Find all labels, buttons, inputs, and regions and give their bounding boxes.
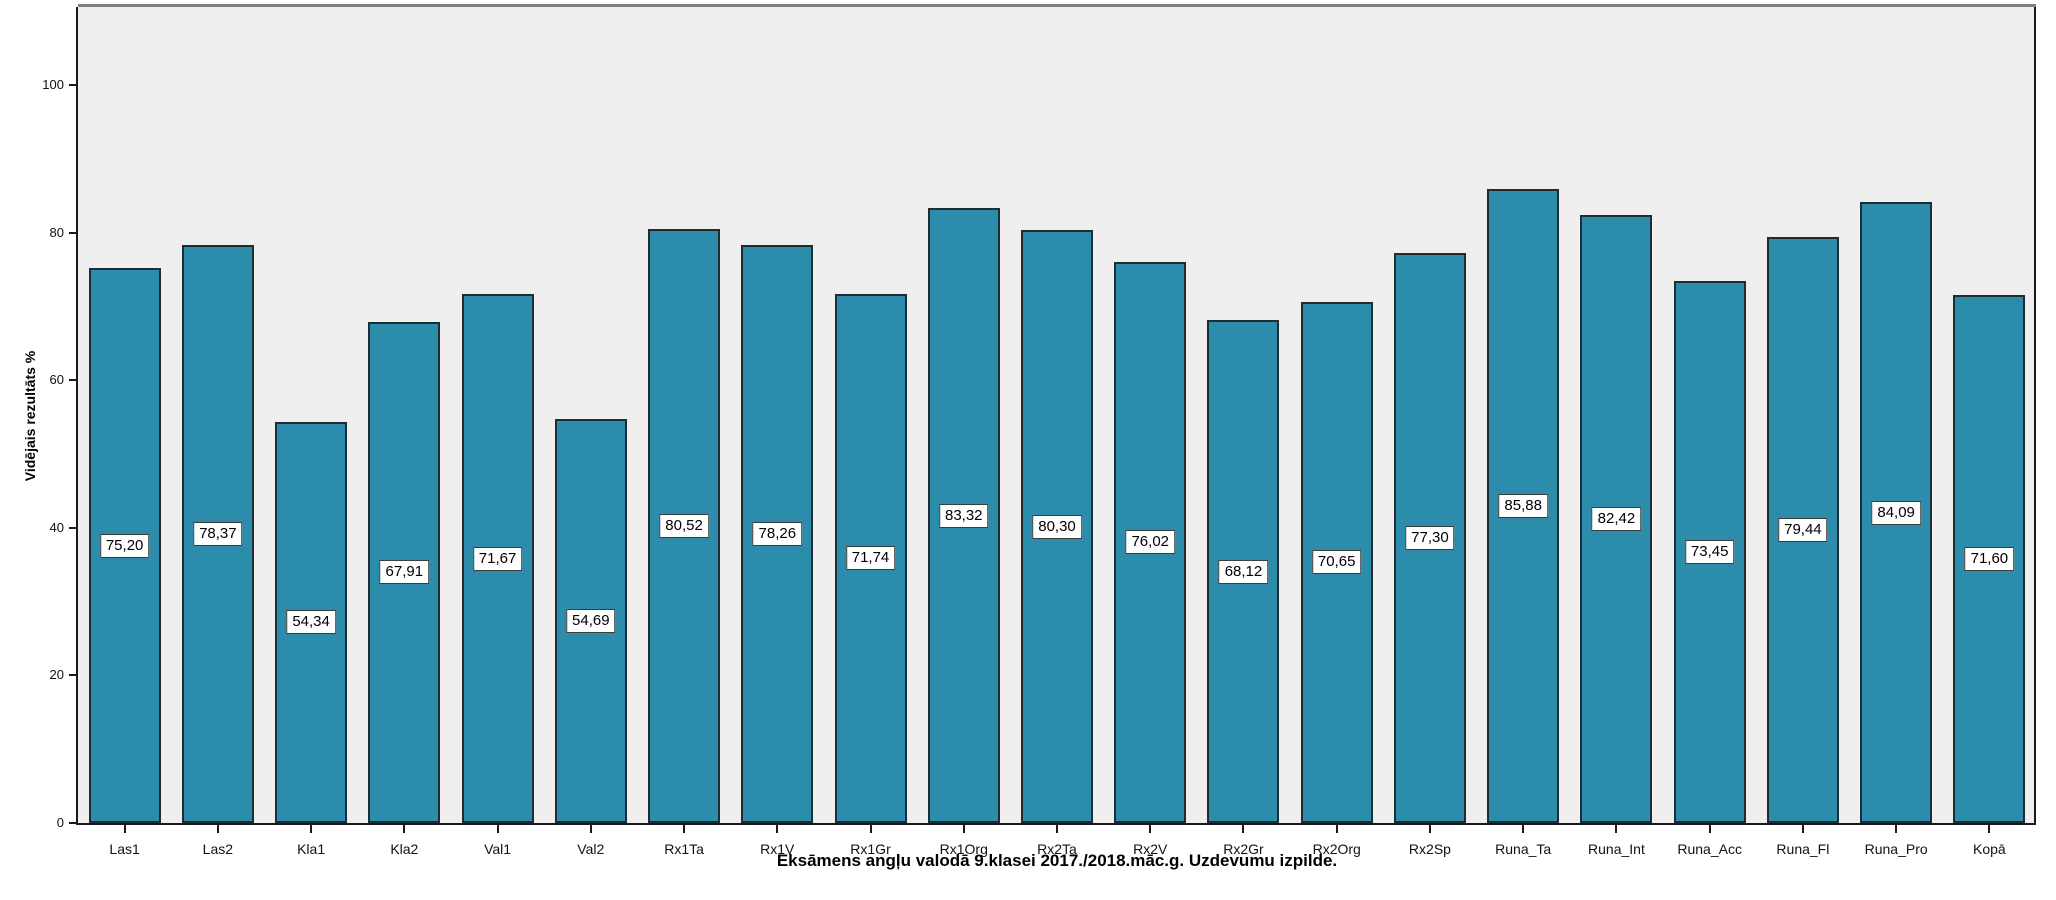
bar-value-label: 82,42 xyxy=(1591,506,1642,531)
y-tick-mark xyxy=(69,526,77,529)
y-tick-label: 80 xyxy=(49,224,64,240)
x-tick-label: Runa_Pro xyxy=(1864,841,1928,857)
x-tick-label: Runa_Acc xyxy=(1677,841,1742,857)
x-tick-mark xyxy=(310,825,313,833)
y-tick-label: 20 xyxy=(49,667,64,683)
x-tick-mark xyxy=(216,825,219,833)
bar-value-label: 84,09 xyxy=(1871,500,1921,525)
x-tick-mark xyxy=(1428,825,1431,833)
bar-value-label: 78,37 xyxy=(193,521,243,546)
x-tick-mark xyxy=(589,825,592,833)
x-tick-label: Rx2V xyxy=(1133,841,1168,857)
y-tick-label: 0 xyxy=(56,815,64,830)
x-tick-label: Las2 xyxy=(202,841,234,857)
x-tick-mark xyxy=(1988,825,1991,833)
x-tick-label: Runa_Fl xyxy=(1776,841,1830,857)
x-tick-mark xyxy=(1708,825,1711,833)
x-tick-mark xyxy=(1335,825,1338,833)
bar-value-label: 71,67 xyxy=(472,546,523,571)
x-tick-mark xyxy=(403,825,406,833)
y-tick-label: 40 xyxy=(49,519,64,535)
plot-right-border xyxy=(2034,7,2036,825)
x-tick-mark xyxy=(1522,825,1525,833)
y-tick-mark xyxy=(69,231,77,234)
bar-value-label: 80,52 xyxy=(659,513,709,538)
x-tick-label: Rx1Gr xyxy=(850,841,891,857)
bar-value-label: 67,91 xyxy=(379,560,430,585)
bar-value-label: 70,65 xyxy=(1311,550,1362,575)
y-tick-mark xyxy=(69,822,77,824)
bar-value-label: 80,30 xyxy=(1032,514,1082,539)
x-tick-label: Rx1Org xyxy=(939,841,988,857)
x-tick-mark xyxy=(1056,825,1058,833)
bar-value-label: 79,44 xyxy=(1778,517,1828,542)
x-tick-label: Val1 xyxy=(484,841,512,857)
y-tick-mark xyxy=(69,674,77,677)
x-tick-label: Rx1V xyxy=(760,841,795,857)
chart-title: Eksāmens angļu valodā 9.klasei 2017./201… xyxy=(776,851,1338,870)
x-tick-label: Rx2Ta xyxy=(1037,841,1077,857)
x-tick-label: Rx1Ta xyxy=(664,841,704,857)
x-tick-label: Kla2 xyxy=(390,841,419,857)
y-tick-label: 60 xyxy=(49,372,64,388)
y-tick-mark xyxy=(69,379,77,382)
x-tick-mark xyxy=(962,825,965,833)
bar-value-label: 83,32 xyxy=(938,503,989,528)
x-tick-label: Rx2Org xyxy=(1312,841,1361,857)
x-tick-label: Val2 xyxy=(577,841,605,857)
bar-value-label: 73,45 xyxy=(1684,539,1735,564)
x-tick-label: Runa_Int xyxy=(1588,841,1645,857)
bar-value-label: 71,74 xyxy=(845,546,896,571)
bar-value-label: 54,69 xyxy=(566,609,616,634)
x-tick-mark xyxy=(1801,825,1804,833)
x-tick-label: Runa_Ta xyxy=(1495,841,1552,857)
x-tick-label: Rx2Gr xyxy=(1223,841,1264,857)
bar-value-label: 71,60 xyxy=(1964,546,2015,571)
bar-value-label: 75,20 xyxy=(99,533,150,558)
bar-value-label: 78,26 xyxy=(752,522,803,547)
y-axis-line xyxy=(76,7,78,825)
bar-value-label: 54,34 xyxy=(286,610,336,635)
x-tick-mark xyxy=(1149,825,1152,833)
plot-top-border xyxy=(78,4,2036,7)
x-tick-mark xyxy=(1895,825,1898,833)
y-tick-label: 100 xyxy=(42,77,64,92)
x-tick-mark xyxy=(1242,825,1245,833)
bar-value-label: 85,88 xyxy=(1498,494,1548,519)
x-tick-label: Kla1 xyxy=(297,841,326,857)
x-tick-mark xyxy=(776,825,779,833)
x-tick-mark xyxy=(683,825,686,833)
x-tick-label: Rx2Sp xyxy=(1408,841,1451,857)
x-tick-mark xyxy=(123,825,126,833)
y-tick-mark xyxy=(69,84,77,86)
bar-value-label: 77,30 xyxy=(1405,525,1455,550)
x-tick-mark xyxy=(869,825,872,833)
x-tick-label: Las1 xyxy=(109,841,140,857)
x-tick-mark xyxy=(496,825,499,833)
bar-value-label: 76,02 xyxy=(1125,530,1176,555)
bar-value-label: 68,12 xyxy=(1218,559,1269,584)
y-axis-title: Vidējais rezultāts % xyxy=(22,350,38,482)
x-tick-label: Kopā xyxy=(1973,841,2006,857)
x-tick-mark xyxy=(1615,825,1618,833)
x-axis-line xyxy=(76,823,2036,825)
